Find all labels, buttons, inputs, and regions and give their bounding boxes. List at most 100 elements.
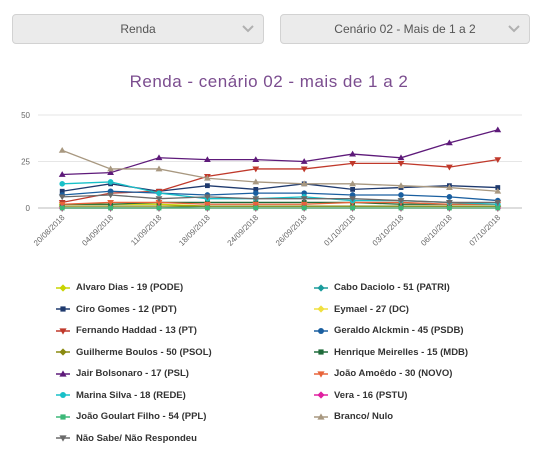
data-point [156,190,162,196]
series-line [61,149,498,192]
x-tick-label: 24/09/2018 [226,213,261,248]
chevron-down-icon [242,25,254,33]
legend-label: Branco/ Nulo [334,411,394,422]
legend-label: Não Sabe/ Não Respondeu [76,432,197,444]
legend-item[interactable]: Marina Silva - 18 (REDE) [56,390,186,401]
data-point [300,158,308,164]
legend-label: Guilherme Boulos - 50 (PSOL) [76,346,212,358]
legend-marker-icon [314,391,328,399]
data-point [398,205,404,211]
legend-label: Jair Bolsonaro - 17 (PSL) [76,368,189,379]
legend-marker [60,306,66,312]
x-tick-label: 11/09/2018 [129,213,164,248]
legend-marker [59,348,67,356]
legend-marker-icon [314,305,328,313]
legend-marker-icon [56,413,70,420]
legend-item[interactable]: Alvaro Dias - 19 (PODE) [56,282,183,293]
x-tick-label: 06/10/2018 [419,213,454,248]
data-point [59,205,65,211]
legend-marker-icon [56,435,70,442]
legend-marker [59,369,67,377]
data-point [447,205,452,211]
y-tick-label: 25 [21,158,30,167]
legend-label: Henrique Meirelles - 15 (MDB) [334,346,469,358]
renda-dropdown[interactable]: Renda [12,14,264,44]
data-point [204,194,211,201]
series-line [62,194,498,204]
legend-item[interactable]: Guilherme Boulos - 50 (PSOL) [56,347,212,358]
legend-item[interactable]: Branco/ Nulo [314,411,393,422]
legend-label: Cabo Daciolo - 51 (PATRI) [334,282,450,293]
legend-label: Fernando Haddad - 13 (PT) [76,325,197,336]
data-point [58,194,66,201]
legend-marker [318,327,324,334]
x-tick-label: 18/09/2018 [177,213,212,248]
legend-label: Geraldo Alckmin - 45 (PSDB) [334,325,464,336]
data-point [349,180,356,187]
legend-item[interactable]: Fernando Haddad - 13 (PT) [56,325,197,336]
data-point [446,184,453,190]
data-point [446,200,453,206]
legend-item[interactable]: Eymael - 27 (DC) [314,304,409,315]
legend-item[interactable]: Henrique Meirelles - 15 (MDB) [314,347,468,358]
legend-item[interactable]: Não Sabe/ Não Respondeu [56,433,197,444]
renda-dropdown-label: Renda [120,22,156,36]
data-point [155,196,163,203]
data-point [107,169,114,176]
x-tick-label: 01/10/2018 [322,213,357,248]
data-point [494,200,502,206]
x-tick-label: 26/09/2018 [274,213,309,248]
legend-marker [317,370,325,378]
legend-label: João Goulart Filho - 54 (PPL) [76,411,207,422]
series-line [62,183,498,192]
data-point [155,200,163,206]
data-point [397,198,405,204]
legend-marker-icon [56,348,70,356]
data-point [350,187,355,192]
data-point [107,192,114,199]
series-line [62,201,498,205]
data-point [252,178,260,185]
data-point [495,205,501,211]
series-line [62,201,498,205]
legend-item[interactable]: Geraldo Alckmin - 45 (PSDB) [314,325,464,336]
data-point [252,166,260,173]
data-point [446,194,453,200]
data-point [205,205,210,211]
x-tick-label: 04/09/2018 [80,213,115,248]
data-point [59,181,65,187]
legend-item[interactable]: Vera - 16 (PSTU) [314,390,407,401]
legend-item[interactable]: Ciro Gomes - 12 (PDT) [56,304,177,315]
legend-marker [318,349,324,355]
legend-marker-icon [314,327,328,334]
data-point [300,180,308,187]
data-point [107,200,114,206]
chevron-down-icon [508,25,520,33]
legend-marker-icon [56,283,70,292]
legend-marker-icon [56,327,70,335]
data-point [350,205,355,211]
legend-marker-icon [314,370,328,378]
legend-marker-icon [314,412,328,420]
legend-marker [59,435,67,442]
data-point [155,154,163,161]
x-tick-label: 03/10/2018 [371,213,406,248]
chart-title: Renda - cenário 02 - mais de 1 a 2 [129,72,409,91]
data-point [494,126,502,133]
legend-item[interactable]: João Goulart Filho - 54 (PPL) [56,411,206,422]
legend-label: Marina Silva - 18 (REDE) [76,389,186,401]
data-point [494,187,502,194]
data-point [204,174,211,181]
legend-marker [317,412,325,420]
data-point [253,205,259,211]
legend-marker-icon [314,349,328,355]
data-point [301,205,307,211]
cenario-dropdown[interactable]: Cenário 02 - Mais de 1 a 2 [280,14,530,44]
data-point [495,185,501,190]
data-point [397,154,405,161]
data-point [59,188,65,194]
legend-item[interactable]: João Amoêdo - 30 (NOVO) [314,368,452,379]
data-point [204,156,211,163]
legend-item[interactable]: Jair Bolsonaro - 17 (PSL) [56,368,189,379]
legend-item[interactable]: Cabo Daciolo - 51 (PATRI) [314,282,450,293]
